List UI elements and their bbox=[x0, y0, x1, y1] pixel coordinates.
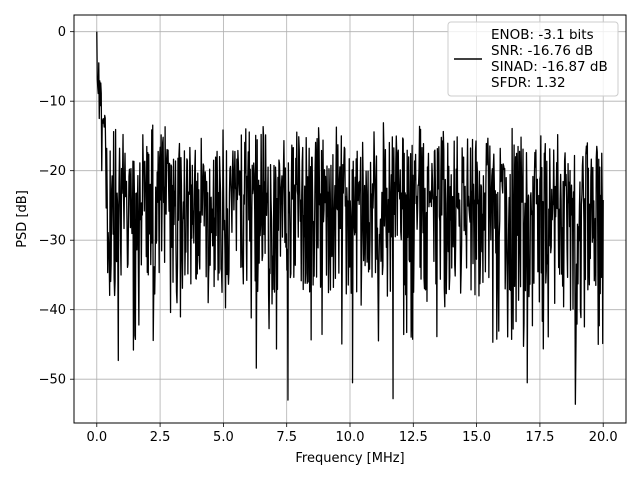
psd-trace bbox=[96, 31, 604, 405]
x-tick-label: 2.5 bbox=[150, 430, 171, 445]
x-tick-label: 12.5 bbox=[399, 430, 428, 445]
y-tick-label: −20 bbox=[39, 164, 66, 179]
y-tick-label: 0 bbox=[58, 25, 66, 40]
x-tick-label: 5.0 bbox=[213, 430, 234, 445]
y-tick-label: −50 bbox=[39, 373, 66, 388]
y-axis-ticks: 0 −10 −20 −30 −40 −50 bbox=[39, 25, 74, 388]
y-tick-label: −30 bbox=[39, 234, 66, 249]
y-tick-label: −10 bbox=[39, 95, 66, 110]
x-tick-label: 7.5 bbox=[276, 430, 297, 445]
legend-entry-line-4: SFDR: 1.32 bbox=[491, 75, 566, 91]
legend: ENOB: -3.1 bits SNR: -16.76 dB SINAD: -1… bbox=[447, 21, 619, 97]
legend-entry-line-3: SINAD: -16.87 dB bbox=[491, 59, 608, 75]
x-tick-label: 17.5 bbox=[525, 430, 554, 445]
x-axis-ticks: 0.0 2.5 5.0 7.5 10.0 12.5 15.0 17.5 20.0 bbox=[86, 423, 618, 445]
x-tick-label: 20.0 bbox=[589, 430, 618, 445]
x-tick-label: 10.0 bbox=[336, 430, 365, 445]
y-axis-label: PSD [dB] bbox=[15, 190, 30, 248]
x-axis-label: Frequency [MHz] bbox=[295, 451, 404, 466]
y-tick-label: −40 bbox=[39, 303, 66, 318]
legend-box bbox=[447, 21, 619, 97]
x-tick-label: 0.0 bbox=[86, 430, 107, 445]
psd-series-line bbox=[96, 31, 604, 405]
legend-entry-line-1: ENOB: -3.1 bits bbox=[491, 27, 594, 43]
legend-entry-line-2: SNR: -16.76 dB bbox=[491, 43, 593, 59]
x-tick-label: 15.0 bbox=[462, 430, 491, 445]
